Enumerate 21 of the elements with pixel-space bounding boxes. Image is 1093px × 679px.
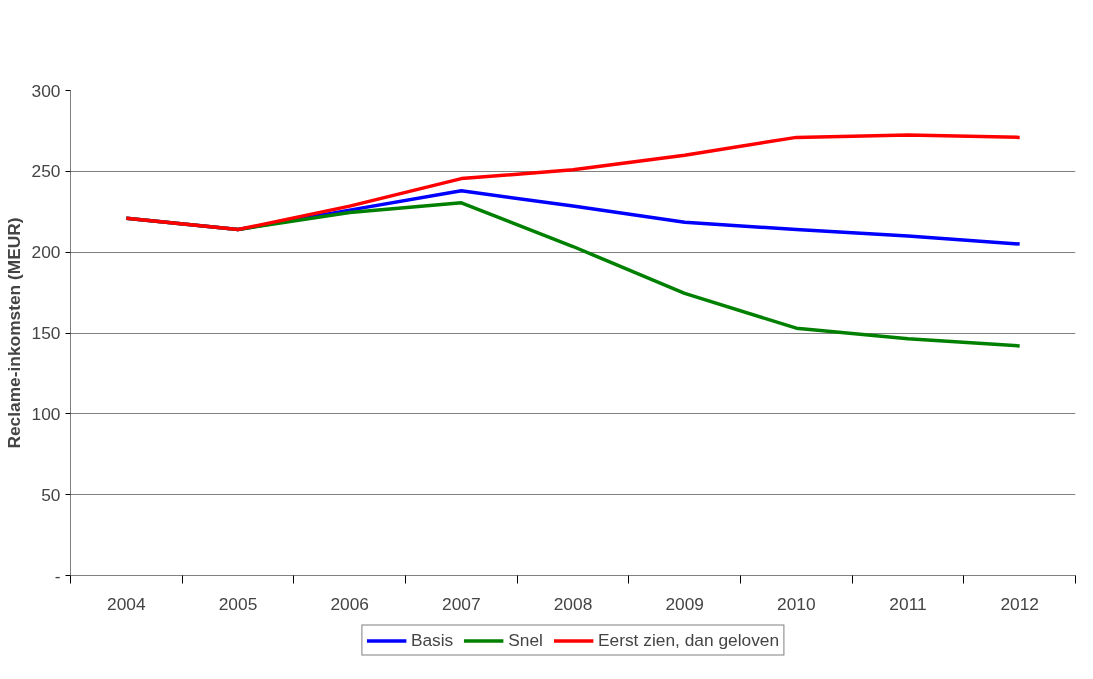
y-tick-label: 200 bbox=[31, 242, 61, 263]
x-tick-label: 2006 bbox=[330, 593, 369, 614]
y-tick-label: 250 bbox=[31, 161, 61, 182]
x-tick-label: 2011 bbox=[889, 593, 927, 614]
legend-label: Basis bbox=[410, 629, 454, 651]
x-tick-label: 2005 bbox=[218, 593, 258, 614]
legend-label: Snel bbox=[508, 629, 543, 651]
x-tick-label: 2009 bbox=[665, 593, 704, 614]
y-tick-label: - bbox=[54, 565, 61, 586]
x-tick-label: 2008 bbox=[553, 593, 593, 614]
y-axis-title: Reclame-inkomsten (MEUR) bbox=[3, 217, 24, 449]
y-tick-label: 150 bbox=[31, 323, 61, 343]
x-tick-label: 2007 bbox=[442, 593, 481, 614]
line-series bbox=[124, 133, 1022, 232]
y-tick-label: 100 bbox=[31, 403, 61, 424]
y-tick-label: 50 bbox=[41, 484, 61, 505]
y-tick-label: 300 bbox=[31, 80, 61, 101]
legend-label: Eerst zien, dan geloven bbox=[597, 629, 780, 651]
x-tick-label: 2004 bbox=[107, 593, 146, 614]
x-tick-label: 2012 bbox=[1000, 593, 1039, 614]
x-tick-label: 2010 bbox=[777, 593, 816, 614]
